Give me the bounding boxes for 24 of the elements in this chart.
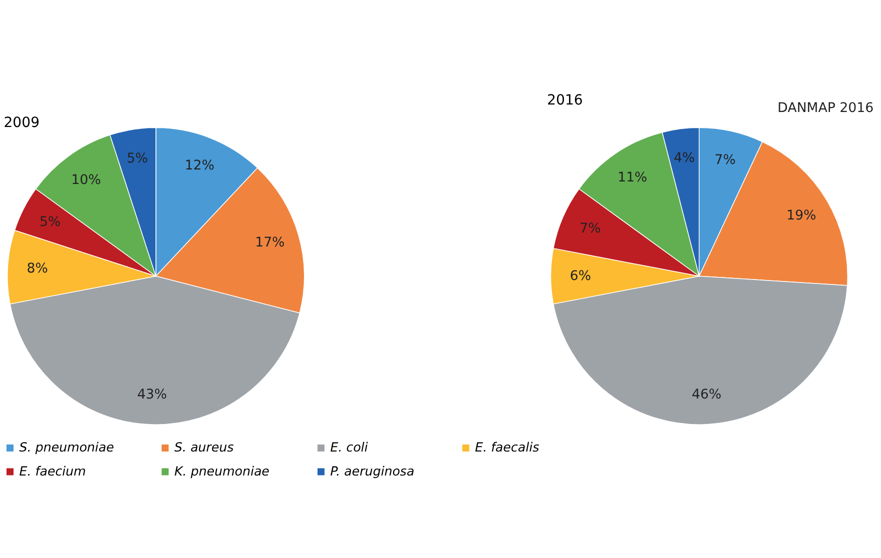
data-label: 19% bbox=[786, 208, 816, 224]
legend-label: E. faecium bbox=[19, 463, 86, 478]
data-label: 7% bbox=[714, 152, 736, 168]
legend-label: E. faecalis bbox=[475, 440, 540, 455]
text: DANMAP 2016 bbox=[778, 101, 874, 116]
chart-title: 2016 bbox=[547, 92, 583, 109]
data-label: 43% bbox=[137, 388, 167, 403]
data-label: 46% bbox=[692, 387, 722, 402]
legend-label: S. aureus bbox=[174, 440, 234, 455]
data-label: 17% bbox=[255, 236, 285, 251]
legend-label: K. pneumoniae bbox=[174, 463, 270, 478]
chart-title: 2009 bbox=[4, 114, 40, 131]
data-label: 5% bbox=[39, 214, 61, 230]
data-label: 11% bbox=[618, 170, 648, 186]
legend-label: S. pneumoniae bbox=[19, 440, 114, 455]
data-label: 7% bbox=[580, 222, 601, 237]
data-label: 10% bbox=[71, 172, 101, 188]
data-label: 5% bbox=[126, 152, 148, 167]
data-label: 6% bbox=[570, 268, 591, 284]
data-label: 8% bbox=[26, 261, 48, 276]
data-label: 12% bbox=[184, 158, 214, 174]
legend-label: P. aeruginosa bbox=[330, 463, 414, 478]
data-label: 4% bbox=[674, 151, 695, 166]
legend-label: E. coli bbox=[330, 440, 368, 455]
